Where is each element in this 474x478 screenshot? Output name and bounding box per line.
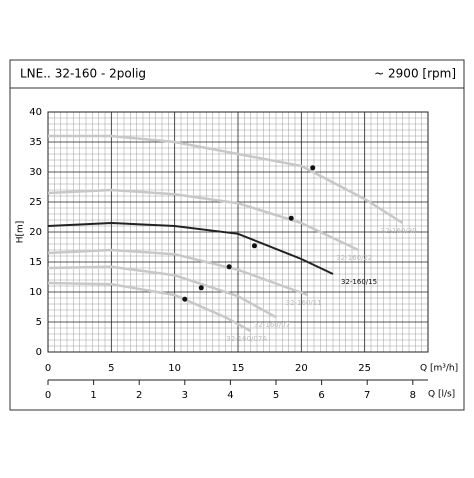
x2-tick-label: 6 [318,390,324,401]
x2-tick-label: 4 [227,390,233,401]
duty-point [226,264,232,270]
y-tick-label: 30 [29,167,42,178]
x2-tick-label: 7 [364,390,370,401]
x2-tick-label: 0 [45,390,51,401]
pump-curve [47,248,309,297]
pump-curve [47,188,359,252]
x2-tick-label: 2 [136,390,142,401]
x2-tick-label: 5 [273,390,279,401]
y-tick-label: 10 [29,287,42,298]
y-tick-label: 20 [29,227,42,238]
pump-curve [47,265,277,319]
y-tick-label: 0 [36,347,42,358]
x-tick-label: 15 [232,363,245,374]
x-tick-label: 25 [358,363,371,374]
x-tick-label: 0 [45,363,51,374]
y-tick-label: 40 [29,107,42,118]
x2-tick-label: 8 [410,390,416,401]
curve-label: 32-160/07 [254,321,290,329]
chart-title: LNE.. 32-160 - 2polig [20,67,146,81]
x-tick-label: 10 [168,363,181,374]
x2-axis-label: Q [l/s] [428,390,455,400]
y-tick-label: 25 [29,197,42,208]
curve-label: 32-160/15 [341,278,377,286]
y-axis-label: H[m] [16,221,26,244]
y-tick-label: 35 [29,137,42,148]
frame [9,59,465,411]
y-tick-label: 15 [29,257,42,268]
x2-tick-label: 1 [90,390,96,401]
curve-label: 32-160/22 [336,254,372,262]
duty-point [288,215,294,221]
pump-curve [48,134,404,225]
x-tick-label: 5 [108,363,114,374]
curve-label: 32-160/07A [226,335,267,343]
chart-subtitle: ~ 2900 [rpm] [374,67,456,81]
pump-curve [47,221,334,275]
curve-label: 32-160/11 [286,299,322,307]
curve-label: 32-160/30 [381,227,417,235]
x-axis-label: Q [m³/h] [420,364,458,374]
x2-tick-label: 3 [182,390,188,401]
x-tick-label: 20 [295,363,308,374]
duty-point [198,285,204,291]
duty-point [251,243,257,249]
duty-point [310,165,316,171]
pump-curve [47,281,252,333]
duty-point [182,296,188,302]
y-tick-label: 5 [36,317,42,328]
